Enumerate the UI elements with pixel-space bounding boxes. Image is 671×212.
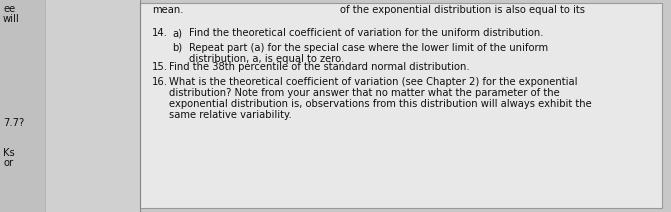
Text: b): b) bbox=[172, 43, 182, 53]
Text: of the exponential distribution is also equal to its: of the exponential distribution is also … bbox=[340, 5, 585, 15]
Text: same relative variability.: same relative variability. bbox=[169, 110, 292, 120]
Text: distribution? Note from your answer that no matter what the parameter of the: distribution? Note from your answer that… bbox=[169, 88, 560, 98]
Text: What is the theoretical coefficient of variation (see Chapter 2) for the exponen: What is the theoretical coefficient of v… bbox=[169, 77, 578, 87]
Text: Find the theoretical coefficient of variation for the uniform distribution.: Find the theoretical coefficient of vari… bbox=[189, 28, 544, 38]
Text: Repeat part (a) for the special case where the lower limit of the uniform: Repeat part (a) for the special case whe… bbox=[189, 43, 548, 53]
Bar bbox=[45, 0, 140, 212]
Text: 7.7?: 7.7? bbox=[3, 118, 24, 128]
Text: distribution, a, is equal to zero.: distribution, a, is equal to zero. bbox=[189, 54, 344, 64]
Text: 16.: 16. bbox=[152, 77, 168, 87]
Text: 15.: 15. bbox=[152, 62, 168, 72]
Text: 14.: 14. bbox=[152, 28, 168, 38]
Bar bbox=[0, 0, 45, 212]
Text: Ks: Ks bbox=[3, 148, 15, 158]
Text: will: will bbox=[3, 14, 19, 24]
Text: a): a) bbox=[172, 28, 182, 38]
Text: ee: ee bbox=[3, 4, 15, 14]
Bar bbox=[140, 3, 662, 208]
Text: or: or bbox=[3, 158, 13, 168]
Text: mean.: mean. bbox=[152, 5, 183, 15]
Text: exponential distribution is, observations from this distribution will always exh: exponential distribution is, observation… bbox=[169, 99, 592, 109]
Text: Find the 38th percentile of the standard normal distribution.: Find the 38th percentile of the standard… bbox=[169, 62, 470, 72]
